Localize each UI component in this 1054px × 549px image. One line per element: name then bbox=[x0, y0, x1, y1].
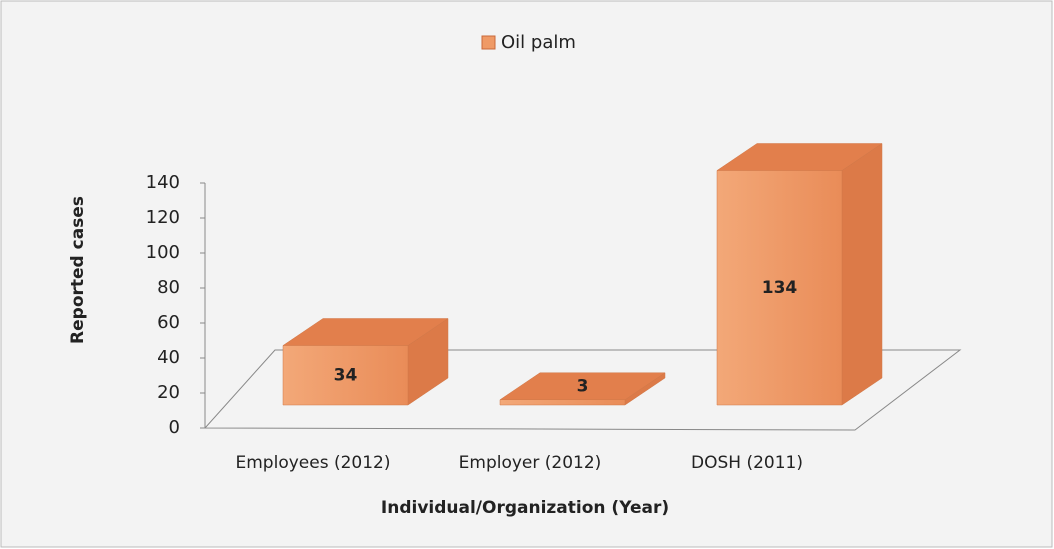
y-axis-title: Reported cases bbox=[68, 196, 88, 344]
y-tick-label: 80 bbox=[157, 277, 180, 298]
y-tick-label: 0 bbox=[169, 417, 180, 438]
y-tick-label: 120 bbox=[146, 207, 180, 228]
x-tick-label: Employer (2012) bbox=[459, 453, 602, 473]
bar bbox=[282, 318, 449, 406]
x-tick-label: Employees (2012) bbox=[236, 453, 391, 473]
bar-front bbox=[282, 345, 409, 406]
legend-swatch bbox=[481, 35, 496, 50]
data-label: 134 bbox=[762, 278, 798, 298]
bar-side bbox=[841, 143, 883, 406]
floor bbox=[203, 349, 962, 431]
x-tick-label: DOSH (2011) bbox=[691, 453, 803, 473]
y-tick-label: 100 bbox=[146, 242, 180, 263]
legend-label: Oil palm bbox=[501, 32, 576, 53]
data-label: 3 bbox=[577, 376, 589, 396]
bar bbox=[499, 372, 666, 406]
y-tick-label: 140 bbox=[146, 172, 180, 193]
bar bbox=[716, 143, 883, 406]
y-tick-label: 40 bbox=[157, 347, 180, 368]
data-label: 34 bbox=[334, 365, 358, 385]
y-tick-label: 20 bbox=[157, 382, 180, 403]
bar-front bbox=[499, 399, 626, 406]
x-axis-title: Individual/Organization (Year) bbox=[381, 498, 669, 518]
bar-front bbox=[716, 170, 843, 406]
y-tick-label: 60 bbox=[157, 312, 180, 333]
